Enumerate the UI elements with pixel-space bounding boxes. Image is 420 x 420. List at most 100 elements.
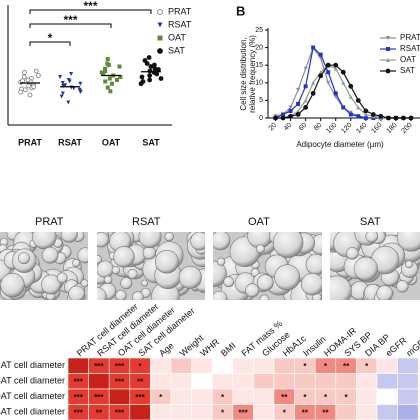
heatmap-cell: [170, 388, 192, 405]
micrograph: [97, 232, 205, 300]
micrograph: [0, 232, 88, 300]
legend-label: SAT: [400, 66, 415, 75]
y-tick-label: 20: [255, 44, 263, 51]
cell-text: ***: [135, 393, 145, 402]
heatmap-cell: [335, 404, 357, 420]
marker: [326, 70, 331, 75]
cell: [346, 247, 359, 260]
heatmap-cell: [232, 373, 254, 390]
cell: [272, 232, 304, 258]
heatmap-cell: [191, 373, 213, 390]
heatmap-cell: [108, 388, 131, 405]
marker: [303, 98, 308, 103]
marker: [401, 115, 406, 121]
cell: [256, 274, 274, 292]
marker: [103, 69, 108, 73]
cell-text: **: [137, 377, 144, 386]
cell: [56, 272, 68, 284]
cell: [115, 289, 127, 300]
x-tick-label: PRAT: [18, 137, 42, 147]
cells: [330, 232, 420, 300]
marker: [340, 69, 346, 75]
cells: [97, 232, 205, 300]
cell: [255, 244, 265, 254]
marker: [280, 115, 286, 121]
cell: [141, 279, 149, 287]
row-label: RSAT cell diameter: [0, 376, 65, 386]
cell: [245, 283, 260, 298]
marker: [303, 66, 308, 71]
x-tick-label: SAT: [142, 137, 160, 147]
cell: [0, 272, 25, 298]
marker: [115, 78, 120, 82]
column-label: BMI: [219, 340, 238, 358]
cell: [142, 246, 156, 260]
marker: [326, 80, 331, 85]
marker: [296, 101, 301, 106]
heatmap-cell: [376, 404, 398, 420]
cell: [60, 232, 78, 243]
cell-text: *: [324, 362, 328, 371]
marker: [146, 55, 152, 60]
marker: [281, 112, 286, 117]
heatmap-cell: [314, 373, 337, 390]
cell: [353, 256, 378, 281]
bracket: [29, 41, 71, 46]
x-tick-label: 100: [325, 122, 338, 135]
marker: [69, 72, 74, 76]
micrograph: [330, 232, 420, 300]
marker: [31, 84, 37, 90]
cell-text: ***: [115, 408, 125, 417]
cell-text: ***: [94, 362, 104, 371]
heatmap-cell: [376, 373, 398, 390]
cell-text: *: [139, 362, 143, 371]
marker: [105, 57, 110, 61]
cell-text: **: [281, 393, 288, 402]
x-tick-label: 60: [298, 122, 309, 133]
marker: [363, 108, 369, 114]
marker: [138, 81, 144, 87]
x-tick-label: 40: [283, 122, 294, 133]
heatmap-cell: [211, 357, 234, 374]
column-label: Insulin: [301, 334, 327, 358]
marker: [103, 66, 108, 71]
cell: [120, 277, 133, 290]
cell: [41, 274, 62, 295]
cell-text: *: [324, 393, 328, 402]
cell: [213, 290, 228, 300]
marker: [288, 105, 293, 110]
marker: [288, 113, 293, 119]
marker: [20, 78, 25, 84]
marker: [59, 94, 64, 99]
legend-label: OAT: [168, 32, 186, 42]
heatmap-cell: [170, 357, 192, 374]
cell: [155, 249, 179, 274]
column-label: mGFR: [404, 333, 420, 358]
cell: [41, 246, 59, 264]
marker: [105, 85, 110, 90]
cell-text: **: [343, 362, 350, 371]
x-tick-label: 20: [268, 122, 279, 133]
marker: [21, 74, 27, 80]
marker: [311, 80, 316, 85]
marker: [157, 48, 163, 54]
cells: [213, 232, 322, 300]
marker: [18, 89, 24, 95]
marker: [333, 62, 339, 68]
cell: [97, 260, 114, 278]
heatmap-cell: [232, 388, 254, 405]
heatmap-cell: [273, 373, 295, 390]
heatmap-cell: [273, 357, 295, 374]
marker: [310, 90, 316, 96]
heatmap-cell: [356, 404, 378, 420]
legend-label: OAT: [400, 55, 416, 64]
cell: [213, 260, 227, 287]
marker: [385, 115, 391, 121]
cell-text: **: [96, 408, 103, 417]
heatmap-cell: [253, 373, 275, 390]
cells: [0, 232, 88, 300]
cell: [97, 232, 109, 248]
cell: [127, 268, 138, 280]
marker: [118, 75, 123, 79]
